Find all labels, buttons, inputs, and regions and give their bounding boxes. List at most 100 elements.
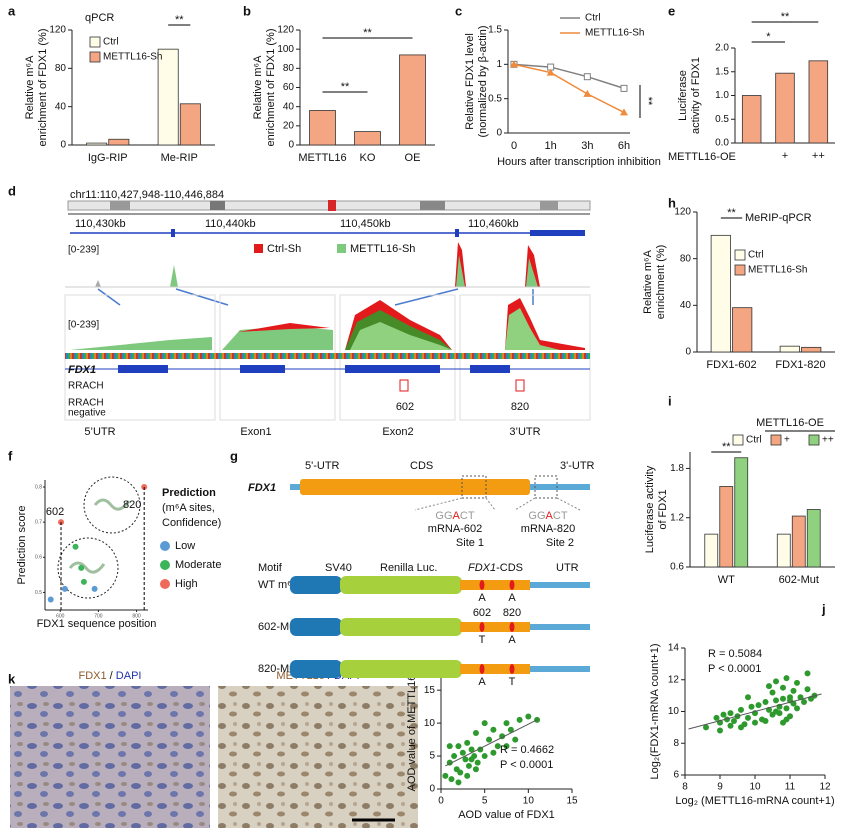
trend-line: [445, 719, 538, 767]
point: [80, 578, 87, 585]
x-tick-label: WT: [718, 574, 735, 586]
x-tick-label: 602-Mut: [779, 574, 819, 586]
site-name: mRNA-820: [521, 523, 575, 535]
y-tick-label: 120: [277, 25, 294, 36]
point: [72, 543, 79, 550]
x-tick-label: 8: [682, 782, 688, 793]
point: [738, 706, 744, 713]
base-label: A: [508, 592, 516, 604]
y-tick-label: 40: [55, 101, 67, 112]
x-axis-label: Hours after transcription inhibition: [497, 156, 661, 168]
point: [503, 720, 510, 727]
legend-swatch: [770, 434, 782, 446]
significance-label: **: [722, 441, 731, 453]
y-tick-label: 40: [283, 101, 295, 112]
legend-swatch: [337, 244, 346, 253]
site-name: mRNA-602: [428, 523, 482, 535]
column-header: UTR: [556, 562, 579, 574]
bar: [801, 346, 822, 353]
region-label: 5’UTR: [84, 426, 115, 438]
point: [762, 698, 769, 705]
point: [804, 670, 811, 677]
region-label: 5'-UTR: [305, 460, 340, 472]
legend-label: Moderate: [175, 559, 221, 571]
legend-label: Ctrl: [103, 37, 119, 48]
x-tick-label: FDX1-602: [706, 359, 756, 371]
coverage: [526, 258, 538, 287]
point: [472, 730, 479, 736]
bar: [710, 234, 731, 353]
point: [738, 724, 744, 731]
panel-g: FDX1 5'-UTR CDS 3'-UTR GGACT GGACT mRNA-…: [248, 460, 595, 619]
base-label: T: [509, 676, 516, 688]
base-label: A: [508, 634, 516, 646]
point: [794, 679, 800, 686]
x-tick-label: METTL16: [298, 152, 346, 164]
motif-part: A: [546, 510, 554, 522]
point: [745, 694, 751, 701]
point: [503, 743, 510, 750]
coverage: [350, 322, 452, 350]
ruler-label: 110,460kb: [468, 218, 519, 230]
point: [455, 779, 462, 786]
zoom-line: [556, 497, 581, 511]
site-label: 602: [396, 401, 414, 413]
utr: [530, 582, 590, 588]
x-tick-label: IgG-RIP: [88, 152, 128, 164]
y-tick-label: 60: [283, 82, 295, 93]
point: [446, 743, 453, 750]
point: [472, 766, 479, 773]
point-label: 820: [123, 499, 141, 511]
y-axis-label: Relative m⁶A: [642, 249, 654, 313]
zoom-line: [514, 497, 536, 511]
legend-label: Ctrl-Sh: [267, 243, 301, 255]
cds-suffix: -CDS: [496, 562, 523, 574]
cds-gene: FDX1: [468, 562, 496, 574]
utr: [530, 624, 590, 630]
renilla: [340, 576, 462, 594]
site-marker: [479, 580, 485, 590]
point: [773, 697, 779, 704]
range-label: [0-239]: [68, 245, 99, 256]
panel-letter: j: [821, 601, 826, 616]
position-label: 820: [503, 607, 521, 619]
x-tick-label: 10: [749, 782, 761, 793]
significance-label: **: [781, 11, 790, 23]
y-axis-label: of FDX1: [657, 489, 669, 529]
point: [755, 702, 762, 709]
y-tick-label: 2.0: [715, 43, 729, 54]
exon: [470, 365, 510, 373]
legend-swatch: [254, 244, 263, 253]
ruler-label: 110,430kb: [75, 218, 126, 230]
x-tick-label: Me-RIP: [161, 152, 198, 164]
sv40: [290, 576, 342, 594]
ideogram-band: [540, 201, 558, 210]
marker: [510, 60, 518, 68]
chart-title: qPCR: [85, 12, 114, 24]
motif-part: CT: [553, 510, 568, 522]
point: [507, 726, 514, 733]
bar: [179, 103, 201, 146]
legend-title: (m⁶A sites,: [162, 502, 215, 514]
column-header: FDX1-CDS: [468, 562, 523, 574]
panel-f-structures: [57, 476, 141, 599]
ruler-label: 110,450kb: [340, 218, 391, 230]
y-tick-label: 0.8: [35, 484, 42, 490]
legend-label: Ctrl: [746, 435, 762, 446]
bar: [775, 72, 795, 144]
motif-part: GG: [435, 510, 452, 522]
y-tick-label: 5: [429, 751, 435, 762]
x-tick-label: 0: [511, 140, 517, 152]
legend-swatch: [160, 541, 170, 551]
point: [748, 703, 755, 710]
y-tick-label: 10: [424, 718, 436, 729]
marker: [620, 108, 628, 116]
point: [731, 718, 737, 725]
panel-letter: a: [8, 3, 16, 18]
y-tick-label: 120: [49, 25, 66, 36]
y-axis-label: enrichment of FDX1 (%): [37, 29, 49, 147]
ideogram-locus: [328, 200, 336, 211]
y-tick-label: 0: [60, 140, 66, 151]
coverage: [70, 337, 212, 350]
